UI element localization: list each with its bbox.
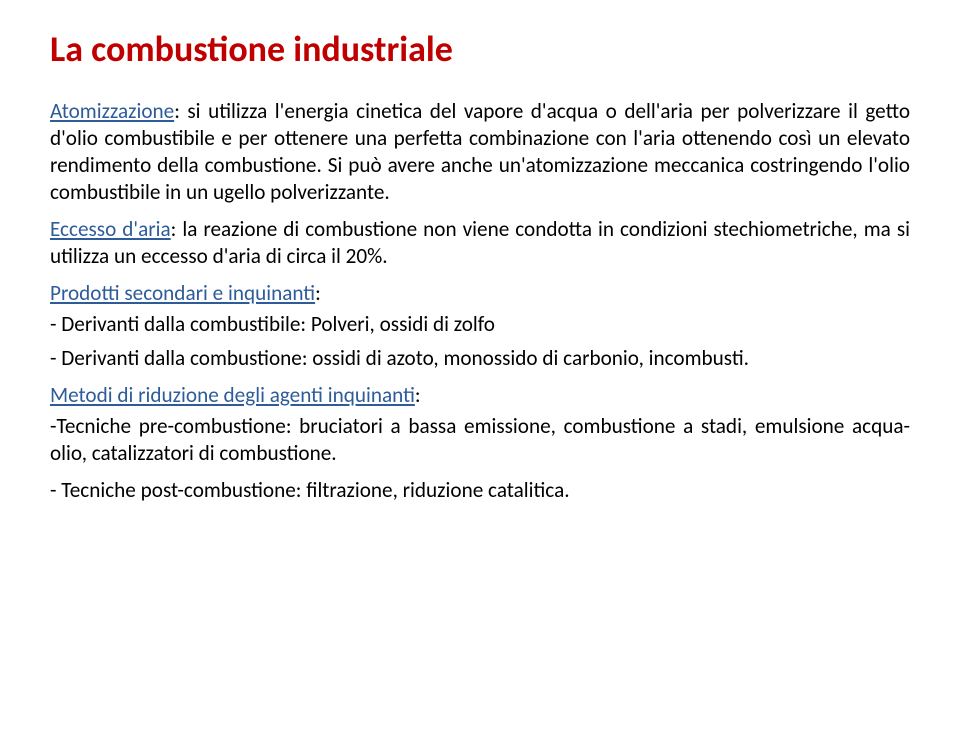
bullet-tecniche-post: - Tecniche post-combustione: filtrazione… bbox=[50, 477, 910, 504]
text-metodi-riduzione-colon: : bbox=[415, 382, 421, 408]
slide-title: La combustione industriale bbox=[50, 30, 910, 70]
subhead-eccesso-aria: Eccesso d'aria bbox=[50, 216, 171, 242]
paragraph-atomizzazione: Atomizzazione: si utilizza l'energia cin… bbox=[50, 98, 910, 207]
slide: La combustione industriale Atomizzazione… bbox=[0, 0, 960, 750]
text-atomizzazione: : si utilizza l'energia cinetica del vap… bbox=[50, 98, 910, 205]
paragraph-metodi-riduzione: Metodi di riduzione degli agenti inquina… bbox=[50, 382, 910, 409]
subhead-atomizzazione: Atomizzazione bbox=[50, 98, 174, 124]
text-prodotti-secondari-colon: : bbox=[315, 280, 321, 306]
bullet-derivanti-combustibile: - Derivanti dalla combustibile: Polveri,… bbox=[50, 311, 910, 338]
subhead-prodotti-secondari: Prodotti secondari e inquinanti bbox=[50, 280, 315, 306]
paragraph-prodotti-secondari: Prodotti secondari e inquinanti: bbox=[50, 280, 910, 307]
text-eccesso-aria: : la reazione di combustione non viene c… bbox=[50, 216, 910, 269]
bullet-tecniche-pre: -Tecniche pre-combustione: bruciatori a … bbox=[50, 413, 910, 467]
subhead-metodi-riduzione: Metodi di riduzione degli agenti inquina… bbox=[50, 382, 415, 408]
paragraph-eccesso-aria: Eccesso d'aria: la reazione di combustio… bbox=[50, 216, 910, 270]
bullet-derivanti-combustione: - Derivanti dalla combustione: ossidi di… bbox=[50, 345, 910, 372]
